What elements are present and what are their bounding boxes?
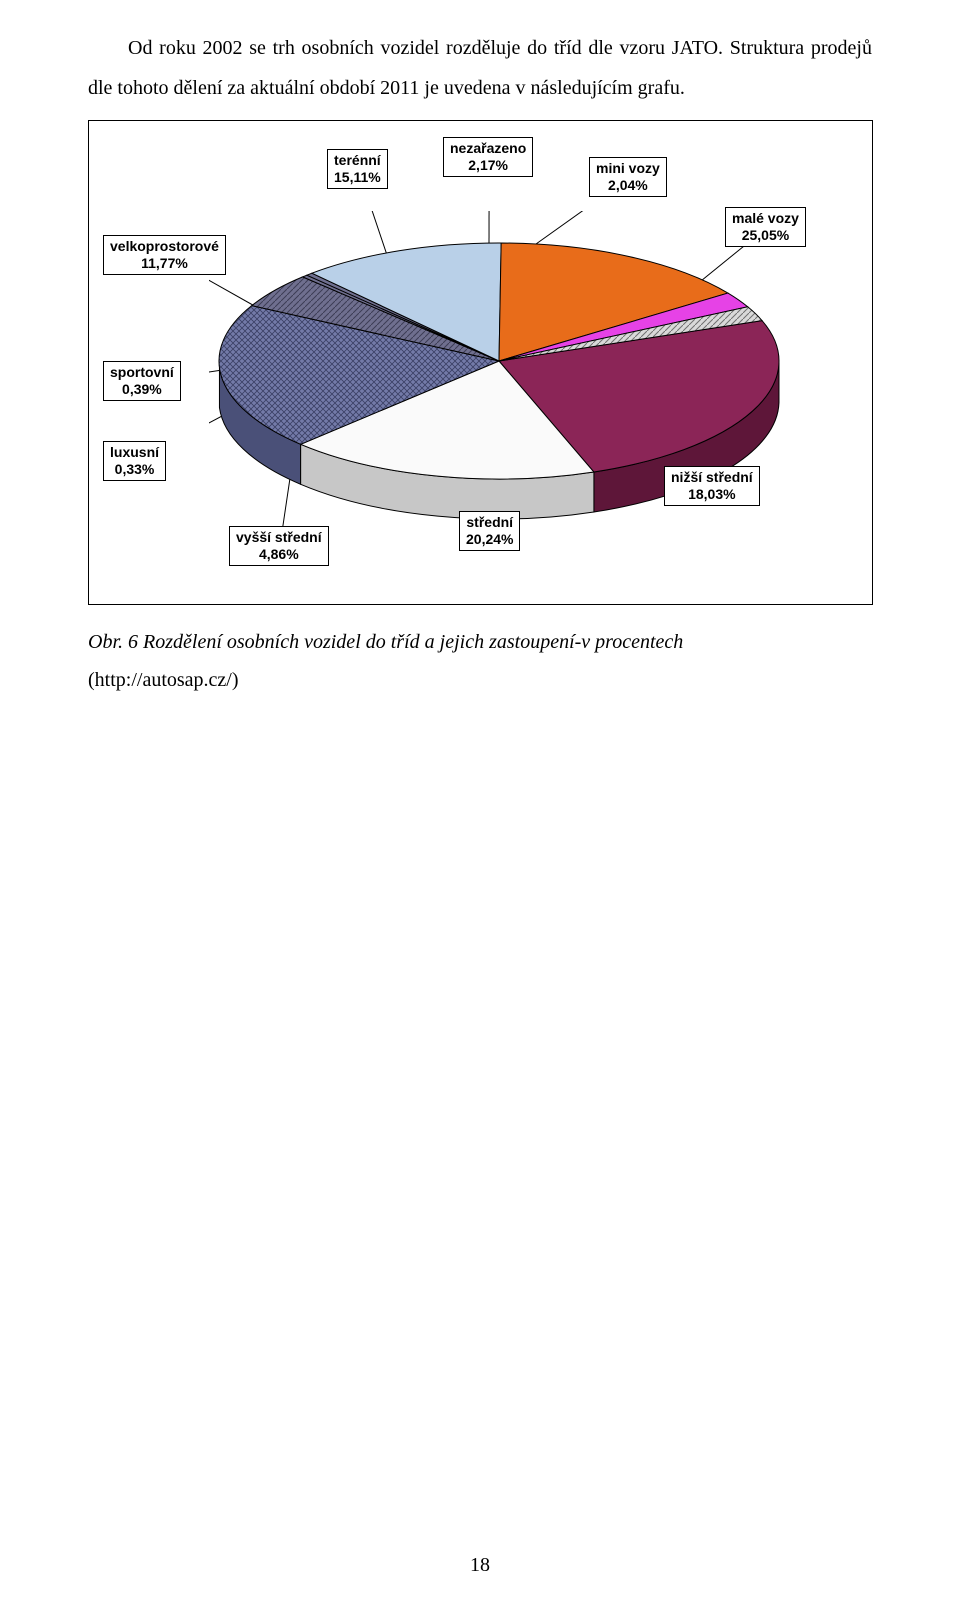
label-malé-vozy: malé vozy25,05% [725,207,806,247]
label-terénní: terénní15,11% [327,149,388,189]
page-number: 18 [0,1554,960,1577]
caption-text: Obr. 6 Rozdělení osobních vozidel do tří… [88,631,683,653]
label-střední: střední20,24% [459,511,520,551]
label-sportovní: sportovní0,39% [103,361,181,401]
pie-chart-frame: velkoprostorové11,77% terénní15,11% nezařa… [88,120,873,605]
figure-caption: Obr. 6 Rozdělení osobních vozidel do tří… [88,623,872,699]
leader-line [529,211,629,249]
label-nezařazeno: nezařazeno2,17% [443,137,533,177]
label-vyšší-střední: vyšší střední4,86% [229,526,329,566]
label-luxusní: luxusní0,33% [103,441,166,481]
label-nižší-střední: nižší střední18,03% [664,466,760,506]
label-velkoprostorové: velkoprostorové11,77% [103,235,226,275]
intro-paragraph: Od roku 2002 se trh osobních vozidel roz… [88,28,872,108]
caption-source: (http://autosap.cz/) [88,669,239,691]
label-mini-vozy: mini vozy2,04% [589,157,667,197]
